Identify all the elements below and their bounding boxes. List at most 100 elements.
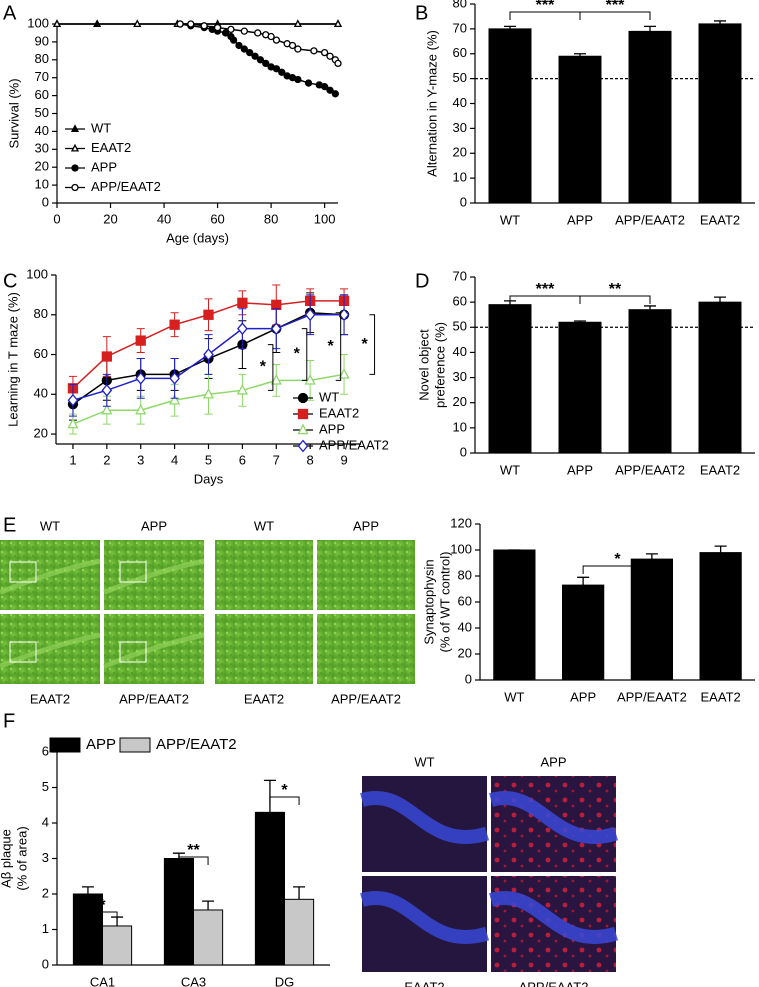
marker bbox=[135, 371, 147, 385]
x-tick-label: 100 bbox=[314, 211, 336, 226]
marker bbox=[288, 41, 297, 50]
x-axis-label: Days bbox=[194, 471, 224, 486]
x-tick-label: APP bbox=[570, 689, 596, 704]
panel-letter: F bbox=[3, 710, 15, 732]
marker bbox=[272, 65, 281, 73]
y-tick-label: 100 bbox=[27, 15, 49, 30]
x-axis-label: Age (days) bbox=[166, 230, 229, 245]
marker bbox=[294, 45, 302, 53]
significance-label: * bbox=[294, 346, 301, 363]
x-tick-label: 20 bbox=[103, 211, 117, 226]
inset-box bbox=[9, 641, 37, 663]
image-label: EAAT2 bbox=[30, 691, 70, 706]
y-axis-label: (% of area) bbox=[14, 826, 29, 890]
inset-box bbox=[9, 561, 37, 583]
marker bbox=[310, 47, 318, 55]
marker bbox=[297, 423, 309, 435]
x-tick-label: EAAT2 bbox=[700, 212, 740, 227]
marker bbox=[254, 29, 262, 37]
marker bbox=[236, 383, 248, 395]
x-tick-label: APP/EAAT2 bbox=[615, 462, 685, 477]
marker bbox=[187, 20, 195, 28]
panel-letter: C bbox=[3, 270, 17, 292]
x-tick-label: 1 bbox=[69, 452, 76, 467]
panel-letter: B bbox=[415, 2, 428, 24]
significance-label: * bbox=[99, 897, 106, 914]
significance-bracket bbox=[87, 911, 118, 920]
marker bbox=[101, 383, 113, 397]
bar bbox=[558, 55, 602, 204]
marker bbox=[262, 59, 270, 68]
error-bar bbox=[714, 545, 727, 553]
significance-label: *** bbox=[606, 0, 625, 14]
significance-bracket bbox=[267, 344, 274, 391]
y-tick-label: 10 bbox=[35, 177, 49, 192]
image-label: APP/EAAT2 bbox=[119, 691, 189, 706]
micrograph bbox=[215, 614, 313, 684]
y-tick-label: 70 bbox=[35, 69, 49, 84]
y-tick-label: 0 bbox=[42, 956, 49, 971]
inset-box bbox=[119, 641, 147, 663]
marker bbox=[240, 27, 248, 35]
image-label: APP bbox=[141, 518, 167, 533]
y-tick-label: 50 bbox=[453, 70, 467, 85]
marker bbox=[297, 408, 309, 420]
bar bbox=[493, 549, 536, 681]
bar bbox=[102, 925, 133, 966]
micrograph-band bbox=[360, 891, 490, 945]
marker bbox=[271, 299, 282, 310]
marker bbox=[294, 75, 302, 84]
bar bbox=[628, 309, 672, 454]
legend-label: WT bbox=[91, 120, 111, 135]
x-tick-label: EAAT2 bbox=[701, 689, 741, 704]
image-label: APP bbox=[353, 518, 379, 533]
marker bbox=[338, 368, 350, 379]
y-axis-label: Survival (%) bbox=[6, 78, 21, 148]
bar bbox=[698, 23, 742, 204]
marker bbox=[176, 20, 184, 28]
x-tick-label: 8 bbox=[307, 452, 314, 467]
x-tick-label: WT bbox=[500, 462, 520, 477]
micrograph bbox=[317, 614, 415, 684]
y-axis-label: Novel object bbox=[416, 329, 431, 401]
significance-label: * bbox=[614, 551, 621, 568]
marker bbox=[304, 79, 313, 87]
error-bar bbox=[504, 25, 516, 29]
y-axis-label: (% of WT control) bbox=[437, 552, 452, 653]
marker bbox=[169, 371, 180, 385]
marker bbox=[202, 387, 215, 399]
y-tick-label: 40 bbox=[453, 95, 467, 110]
y-tick-label: 40 bbox=[458, 619, 472, 634]
y-tick-label: 30 bbox=[453, 120, 467, 135]
bar bbox=[284, 898, 315, 966]
image-label: APP bbox=[540, 754, 566, 769]
bar bbox=[630, 558, 673, 681]
x-tick-label: 80 bbox=[264, 211, 278, 226]
error-bar bbox=[293, 886, 306, 900]
x-tick-label: 5 bbox=[205, 452, 212, 467]
marker bbox=[135, 403, 147, 415]
y-tick-label: 80 bbox=[35, 51, 49, 66]
legend-label: APP/EAAT2 bbox=[156, 736, 237, 753]
marker bbox=[67, 417, 79, 429]
x-tick-label: APP/EAAT2 bbox=[617, 689, 687, 704]
x-tick-label: CA1 bbox=[90, 974, 115, 987]
y-tick-label: 70 bbox=[453, 268, 467, 283]
legend-label: EAAT2 bbox=[319, 405, 359, 420]
marker bbox=[297, 392, 309, 404]
y-tick-label: 0 bbox=[465, 671, 472, 686]
micrograph-layer bbox=[103, 632, 205, 669]
x-tick-label: EAAT2 bbox=[700, 462, 740, 477]
image-label: EAAT2 bbox=[404, 979, 444, 987]
marker bbox=[70, 124, 80, 133]
significance-label: * bbox=[361, 336, 368, 353]
micrograph-band bbox=[489, 791, 619, 845]
marker bbox=[133, 19, 142, 28]
x-tick-label: 3 bbox=[137, 452, 144, 467]
marker bbox=[320, 83, 329, 91]
y-tick-label: 6 bbox=[42, 743, 49, 758]
micrograph bbox=[215, 540, 313, 610]
x-tick-label: WT bbox=[504, 689, 524, 704]
y-tick-label: 60 bbox=[35, 87, 49, 102]
